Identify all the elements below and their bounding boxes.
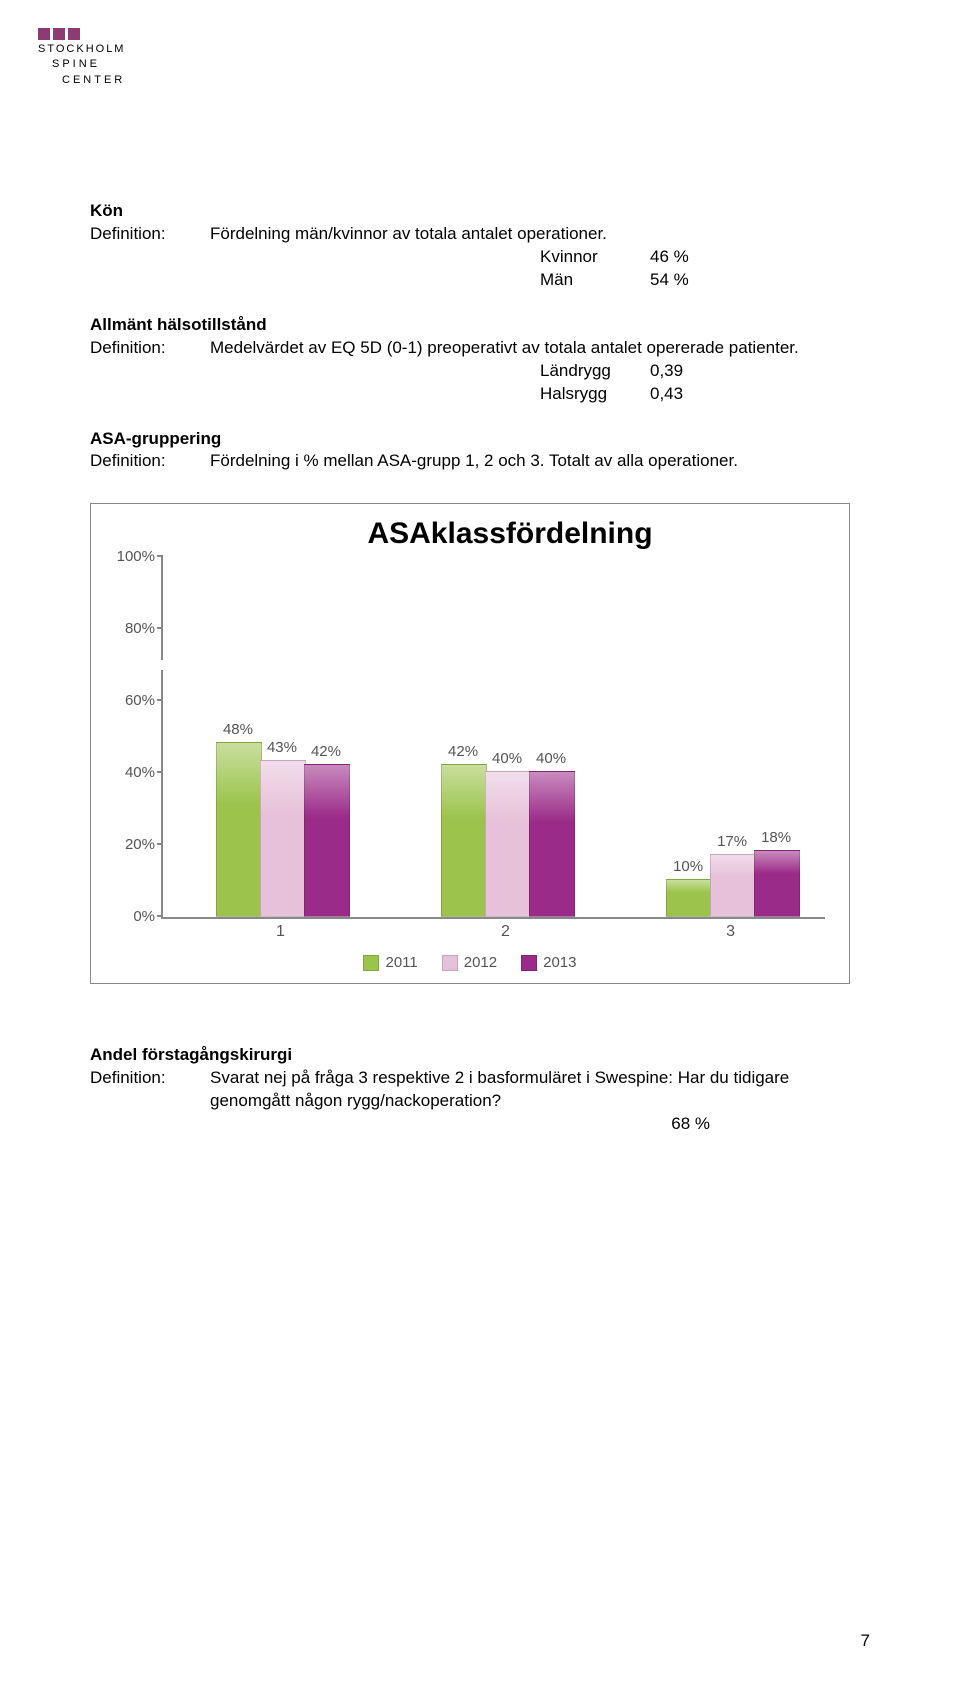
kon-def-text: Fördelning män/kvinnor av totala antalet… <box>210 223 870 246</box>
kon-row2-val: 54 % <box>650 269 710 292</box>
andel-def-label: Definition: <box>90 1067 210 1113</box>
ytick-label: 20% <box>107 835 155 855</box>
allmant-row1-val: 0,39 <box>650 360 710 383</box>
bar: 18% <box>754 850 798 917</box>
bar-fill <box>754 850 800 917</box>
axis-break <box>161 660 825 670</box>
bar-fill <box>441 764 487 917</box>
legend-swatch <box>521 955 537 971</box>
allmant-def-label: Definition: <box>90 337 210 360</box>
legend-label: 2011 <box>385 953 417 973</box>
section-andel: Andel förstagångskirurgi Definition: Sva… <box>90 1044 870 1136</box>
bar-fill <box>710 854 756 917</box>
kon-row1-val: 46 % <box>650 246 710 269</box>
allmant-title: Allmänt hälsotillstånd <box>90 314 870 337</box>
bar-value-label: 48% <box>216 720 260 740</box>
ytick-label: 60% <box>107 691 155 711</box>
bar-value-label: 42% <box>304 742 348 762</box>
bar-value-label: 40% <box>485 749 529 769</box>
bar: 40% <box>529 771 573 917</box>
bar: 42% <box>304 764 348 917</box>
legend-item: 2011 <box>363 953 417 973</box>
asa-title: ASA-gruppering <box>90 428 870 451</box>
ytick-label: 0% <box>107 907 155 927</box>
bar-fill <box>260 760 306 917</box>
kon-def-label: Definition: <box>90 223 210 246</box>
section-asa: ASA-gruppering Definition: Fördelning i … <box>90 428 870 474</box>
andel-value: 68 % <box>671 1114 710 1133</box>
chart-title: ASAklassfördelning <box>105 514 835 555</box>
bar-fill <box>485 771 531 917</box>
bar-value-label: 18% <box>754 828 798 848</box>
section-kon: Kön Definition: Fördelning män/kvinnor a… <box>90 200 870 292</box>
ytick-mark <box>157 843 163 845</box>
legend-item: 2013 <box>521 953 576 973</box>
ytick-mark <box>157 555 163 557</box>
kon-title: Kön <box>90 200 870 223</box>
logo-line3: CENTER <box>38 73 125 88</box>
ytick-mark <box>157 915 163 917</box>
legend-item: 2012 <box>442 953 497 973</box>
bar-fill <box>304 764 350 917</box>
asa-def-text: Fördelning i % mellan ASA-grupp 1, 2 och… <box>210 450 870 473</box>
bar-value-label: 43% <box>260 738 304 758</box>
kon-row2-name: Män <box>540 269 650 292</box>
allmant-row2-val: 0,43 <box>650 383 710 406</box>
asa-def-label: Definition: <box>90 450 210 473</box>
bar-group: 42%40%40% <box>441 764 573 917</box>
bar: 10% <box>666 879 710 917</box>
logo-line2: SPINE <box>38 57 125 72</box>
andel-def-text: Svarat nej på fråga 3 respektive 2 i bas… <box>210 1067 870 1113</box>
bar-group: 10%17%18% <box>666 850 798 917</box>
ytick-mark <box>157 699 163 701</box>
kon-row1-name: Kvinnor <box>540 246 650 269</box>
bar-fill <box>216 742 262 917</box>
bar: 48% <box>216 742 260 917</box>
legend-swatch <box>442 955 458 971</box>
bar-value-label: 17% <box>710 832 754 852</box>
bar-fill <box>529 771 575 917</box>
legend-label: 2013 <box>543 953 576 973</box>
ytick-label: 100% <box>107 547 155 567</box>
ytick-mark <box>157 627 163 629</box>
chart-frame: ASAklassfördelning 0%20%40%60%80%100%48%… <box>90 503 850 984</box>
ytick-label: 80% <box>107 619 155 639</box>
asa-chart: ASAklassfördelning 0%20%40%60%80%100%48%… <box>90 503 870 984</box>
allmant-row1-name: Ländrygg <box>540 360 650 383</box>
allmant-def-text: Medelvärdet av EQ 5D (0-1) preoperativt … <box>210 337 870 360</box>
bar-value-label: 40% <box>529 749 573 769</box>
bar: 17% <box>710 854 754 917</box>
chart-plot: 0%20%40%60%80%100%48%43%42%142%40%40%210… <box>161 557 825 919</box>
logo: STOCKHOLM SPINE CENTER <box>38 28 125 88</box>
bar: 42% <box>441 764 485 917</box>
bar-fill <box>666 879 712 917</box>
section-allmant: Allmänt hälsotillstånd Definition: Medel… <box>90 314 870 406</box>
chart-legend: 2011 2012 2013 <box>105 953 835 973</box>
ytick-mark <box>157 771 163 773</box>
content: Kön Definition: Fördelning män/kvinnor a… <box>90 200 870 1136</box>
andel-title: Andel förstagångskirurgi <box>90 1044 870 1067</box>
x-category-label: 1 <box>276 921 285 943</box>
bar: 43% <box>260 760 304 917</box>
bar-group: 48%43%42% <box>216 742 348 917</box>
legend-swatch <box>363 955 379 971</box>
bar: 40% <box>485 771 529 917</box>
logo-line1: STOCKHOLM <box>38 42 125 57</box>
bar-value-label: 10% <box>666 857 710 877</box>
x-category-label: 2 <box>501 921 510 943</box>
ytick-label: 40% <box>107 763 155 783</box>
legend-label: 2012 <box>464 953 497 973</box>
allmant-row2-name: Halsrygg <box>540 383 650 406</box>
logo-bars <box>38 28 125 40</box>
x-category-label: 3 <box>726 921 735 943</box>
page-number: 7 <box>861 1631 870 1651</box>
bar-value-label: 42% <box>441 742 485 762</box>
